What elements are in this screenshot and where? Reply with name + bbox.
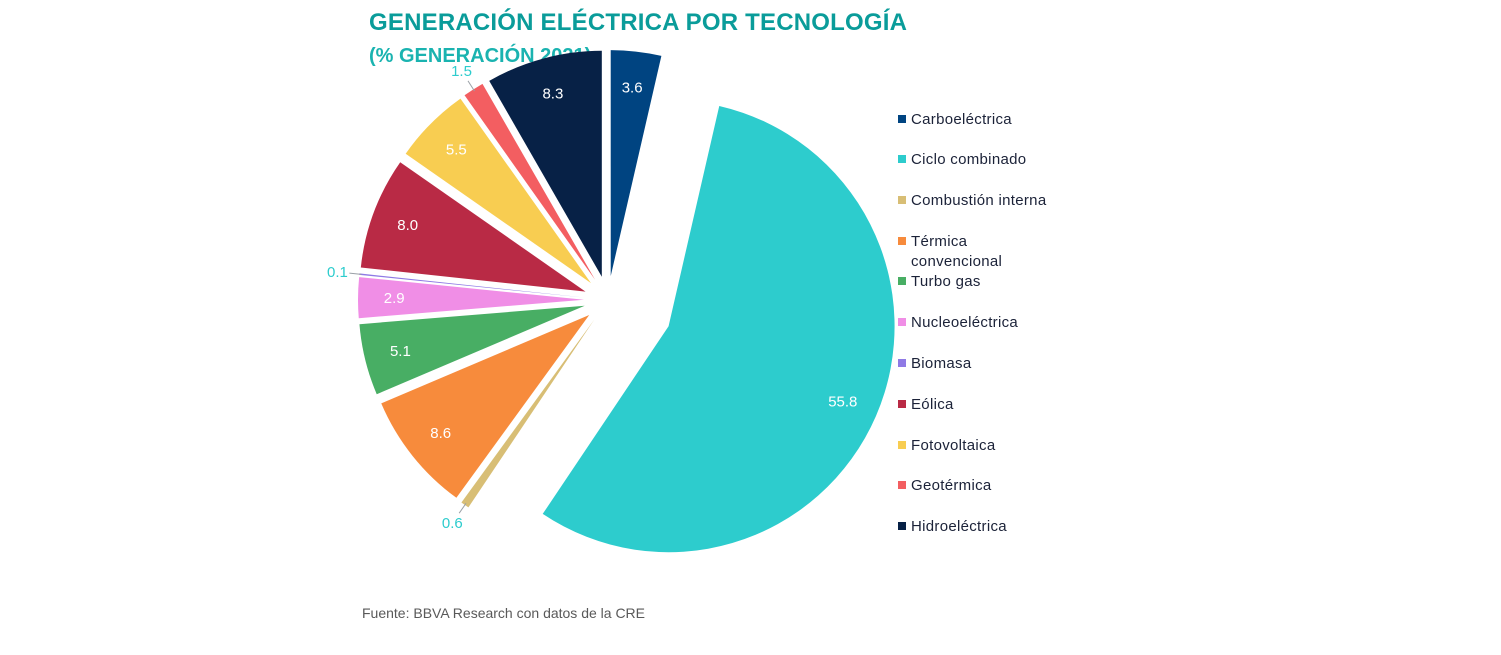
legend-label-fotovoltaica: Fotovoltaica [911, 437, 996, 454]
leader-line-combustion-interna [458, 503, 467, 514]
legend-swatch-eolica [898, 400, 906, 408]
data-label-hidroelectrica: 8.3 [542, 85, 563, 102]
legend-label-carboelectrica: Carboeléctrica [911, 111, 1012, 128]
pie-slice-carboelectrica [610, 50, 662, 277]
data-label-biomasa: 0.1 [327, 264, 348, 281]
pie-slice-ciclo-combinado [542, 105, 895, 553]
legend-label-biomasa: Biomasa [911, 355, 972, 372]
legend-swatch-carboelectrica [898, 115, 906, 123]
legend-label-nucleoelectrica: Nucleoeléctrica [911, 314, 1019, 331]
legend-item-combustion-interna: Combustión interna [898, 191, 1071, 211]
data-label-eolica: 8.0 [397, 217, 418, 234]
pie-slice-fotovoltaica [405, 98, 591, 284]
legend-swatch-turbo-gas [898, 277, 906, 285]
pie-slice-eolica [360, 162, 586, 292]
legend-label-hidroelectrica: Hidroeléctrica [911, 518, 1007, 535]
legend-label-combustion-interna: Combustión interna [911, 192, 1047, 209]
legend-label-ciclo-combinado: Ciclo combinado [911, 151, 1027, 168]
source-note: Fuente: BBVA Research con datos de la CR… [362, 605, 646, 621]
legend-swatch-ciclo-combinado [898, 155, 906, 163]
legend-swatch-geotermica [898, 481, 906, 489]
pie-slice-turbo-gas [359, 305, 585, 395]
leader-line-biomasa [349, 272, 362, 275]
chart-title: GENERACIÓN ELÉCTRICA POR TECNOLOGÍA [369, 9, 908, 36]
pie-slice-termica-convencional [381, 314, 590, 498]
data-label-ciclo-combinado: 55.8 [828, 394, 857, 411]
data-label-fotovoltaica: 5.5 [446, 141, 467, 158]
data-label-nucleoelectrica: 2.9 [384, 290, 405, 307]
legend-swatch-termica-convencional [898, 237, 906, 245]
data-label-turbo-gas: 5.1 [390, 343, 411, 360]
legend-swatch-hidroelectrica [898, 522, 906, 530]
legend-label-termica-convencional: Térmica convencional [911, 233, 1003, 270]
pie-slice-biomasa [359, 273, 585, 298]
data-label-geotermica: 1.5 [451, 63, 472, 80]
legend-swatch-fotovoltaica [898, 441, 906, 449]
pie-slice-geotermica [464, 83, 596, 280]
pie-slice-nucleoelectrica [358, 277, 585, 319]
legend-item-hidroelectrica: Hidroeléctrica [898, 517, 1071, 537]
legend-item-turbo-gas: Turbo gas [898, 272, 1071, 292]
legend-item-geotermica: Geotérmica [898, 476, 1071, 496]
data-label-combustion-interna: 0.6 [442, 515, 463, 532]
legend-swatch-biomasa [898, 359, 906, 367]
pie-slice-hidroelectrica [489, 50, 602, 277]
data-label-carboelectrica: 3.6 [622, 80, 643, 97]
legend-item-eolica: Eólica [898, 395, 1071, 415]
legend-item-ciclo-combinado: Ciclo combinado [898, 150, 1071, 170]
legend-item-nucleoelectrica: Nucleoeléctrica [898, 313, 1071, 333]
legend-item-termica-convencional: Térmica convencional [898, 232, 1021, 272]
legend-item-biomasa: Biomasa [898, 354, 1071, 374]
legend-item-carboelectrica: Carboeléctrica [898, 110, 1071, 130]
legend-swatch-combustion-interna [898, 196, 906, 204]
legend-item-fotovoltaica: Fotovoltaica [898, 436, 1071, 456]
data-label-termica-convencional: 8.6 [430, 425, 451, 442]
legend-label-geotermica: Geotérmica [911, 477, 992, 494]
leader-line-geotermica [467, 80, 475, 92]
pie-slice-combustion-interna [461, 319, 595, 508]
legend-swatch-nucleoelectrica [898, 318, 906, 326]
legend-label-turbo-gas: Turbo gas [911, 273, 981, 290]
legend-label-eolica: Eólica [911, 396, 954, 413]
